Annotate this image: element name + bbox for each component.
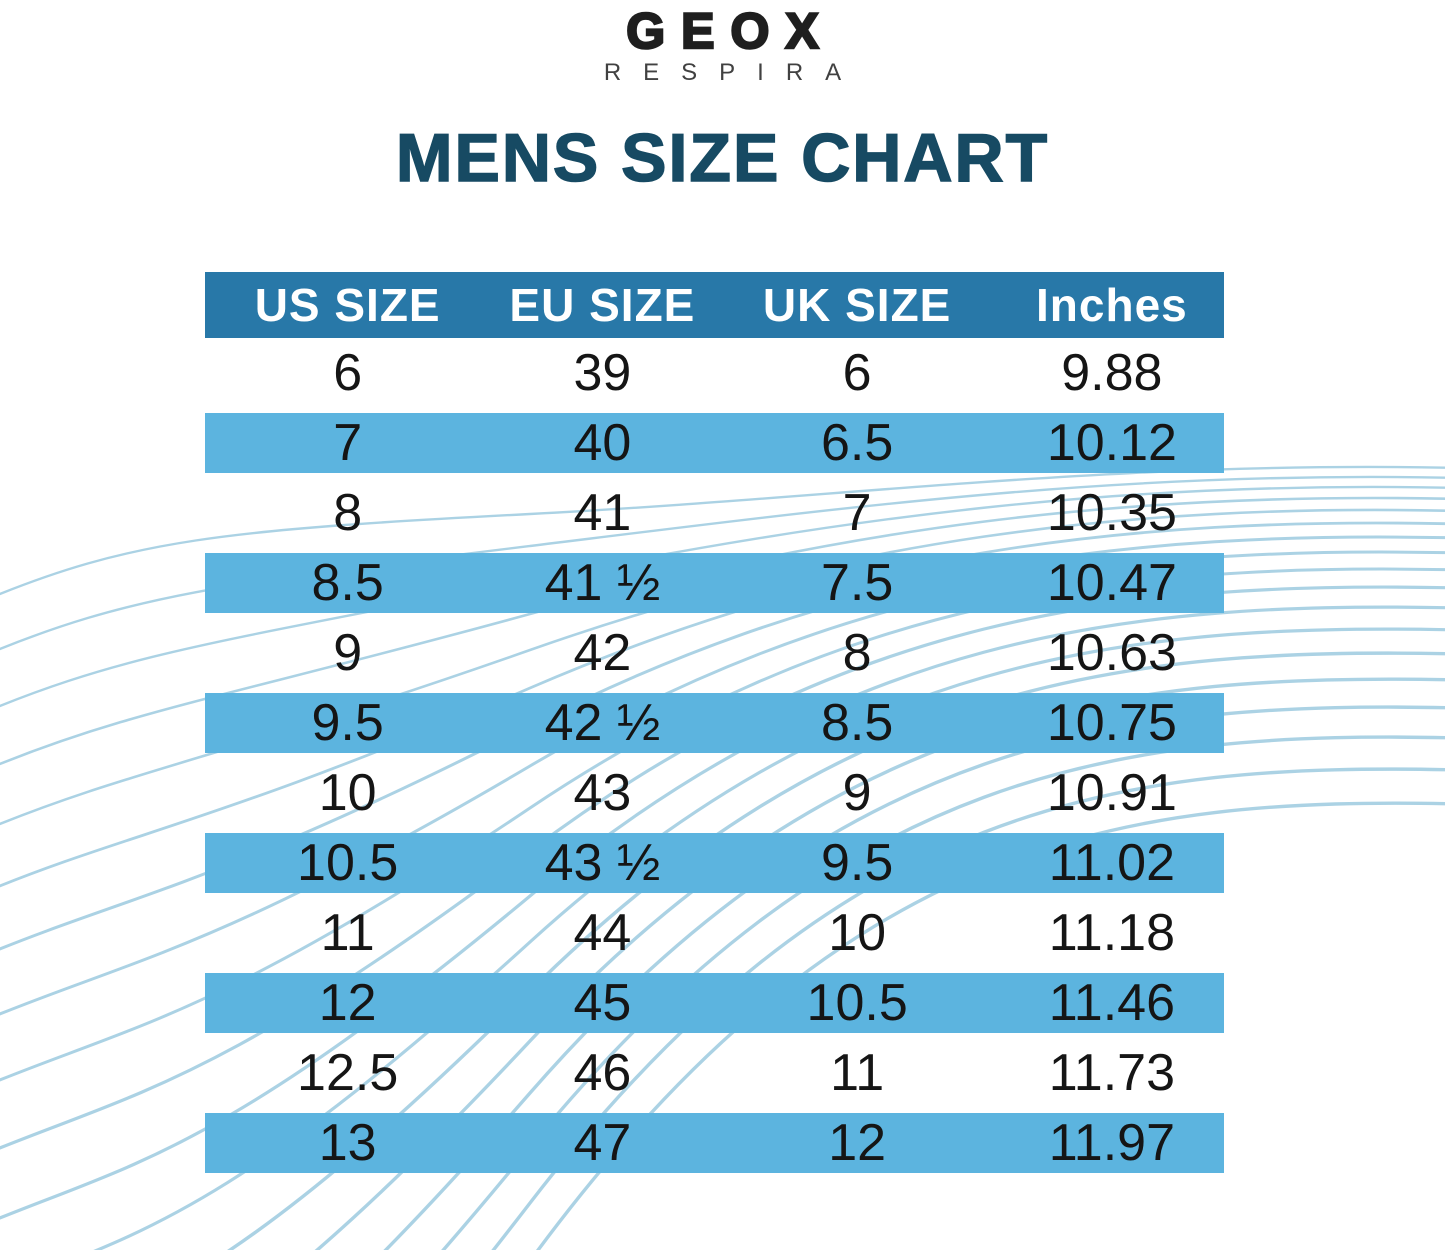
table-cell: 7 — [333, 414, 363, 472]
table-cell: 44 — [573, 904, 632, 962]
table-cell: 6 — [842, 344, 872, 402]
table-cell: 10.75 — [1046, 694, 1177, 752]
table-cell: 10.5 — [806, 974, 908, 1032]
table-cell: 39 — [573, 344, 632, 402]
table-cell: 10.12 — [1046, 414, 1177, 472]
table-cell: 12.5 — [297, 1044, 399, 1102]
table-cell: 41 ½ — [544, 554, 661, 612]
table-cell: 13 — [318, 1114, 377, 1172]
table-cell: 10.63 — [1046, 624, 1177, 682]
table-row: 8.5 41 ½ 7.5 10.47 — [205, 548, 1224, 618]
table-cell: 42 ½ — [544, 694, 661, 752]
table-cell: 11.46 — [1048, 974, 1176, 1032]
table-cell: 7 — [842, 484, 872, 542]
size-table: US SIZE EU SIZE UK SIZE Inches 6 39 6 9.88 7… — [205, 272, 1224, 1178]
table-cell: 11.73 — [1048, 1044, 1176, 1102]
column-header-us-size: US SIZE — [254, 279, 441, 331]
brand-tagline: RESPIRA — [603, 59, 864, 86]
table-row: 10.5 43 ½ 9.5 11.02 — [205, 828, 1224, 898]
table-cell: 9.5 — [311, 694, 384, 752]
table-cell: 10.47 — [1046, 554, 1177, 612]
table-row: 12 45 10.5 11.46 — [205, 968, 1224, 1038]
table-row: 10 43 9 10.91 — [205, 758, 1224, 828]
table-cell: 9.5 — [820, 834, 894, 892]
table-cell: 43 — [573, 764, 632, 822]
table-row: 6 39 6 9.88 — [205, 338, 1224, 408]
table-row: 12.5 46 11 11.73 — [205, 1038, 1224, 1108]
column-header-uk-size: UK SIZE — [762, 279, 952, 331]
table-cell: 12 — [828, 1114, 887, 1172]
table-row: 9.5 42 ½ 8.5 10.75 — [205, 688, 1224, 758]
table-row: 11 44 10 11.18 — [205, 898, 1224, 968]
table-cell: 8.5 — [311, 554, 384, 612]
table-cell: 8.5 — [820, 694, 894, 752]
table-cell: 11.02 — [1048, 834, 1176, 892]
page-title: MENS SIZE CHART — [395, 119, 1050, 197]
table-cell: 11 — [320, 904, 375, 962]
table-cell: 11.97 — [1048, 1114, 1176, 1172]
table-cell: 40 — [573, 414, 632, 472]
table-cell: 10 — [828, 904, 887, 962]
table-cell: 41 — [573, 484, 632, 542]
table-row: 9 42 8 10.63 — [205, 618, 1224, 688]
table-cell: 12 — [318, 974, 377, 1032]
table-cell: 6.5 — [820, 414, 894, 472]
table-cell: 42 — [573, 624, 632, 682]
table-cell: 10.91 — [1046, 764, 1177, 822]
table-row: 7 40 6.5 10.12 — [205, 408, 1224, 478]
table-row: 13 47 12 11.97 — [205, 1108, 1224, 1178]
table-cell: 43 ½ — [544, 834, 661, 892]
table-row: 8 41 7 10.35 — [205, 478, 1224, 548]
size-table-rows: 6 39 6 9.88 7 40 6.5 10.12 8 41 7 10.35 8.5 41 ½ 7.5 10… — [205, 338, 1224, 1178]
table-cell: 47 — [573, 1114, 632, 1172]
table-cell: 9.88 — [1061, 344, 1163, 402]
column-header-inches: Inches — [1036, 279, 1188, 331]
table-cell: 10.5 — [297, 834, 399, 892]
table-cell: 8 — [842, 624, 872, 682]
table-cell: 9 — [333, 624, 363, 682]
table-cell: 46 — [573, 1044, 632, 1102]
table-cell: 8 — [333, 484, 363, 542]
column-header-eu-size: EU SIZE — [509, 279, 696, 331]
table-cell: 11 — [830, 1044, 885, 1102]
table-cell: 10 — [318, 764, 377, 822]
table-cell: 10.35 — [1046, 484, 1177, 542]
table-cell: 9 — [842, 764, 872, 822]
table-cell: 7.5 — [820, 554, 894, 612]
table-header-row: US SIZE EU SIZE UK SIZE Inches — [205, 272, 1224, 338]
table-cell: 6 — [333, 344, 363, 402]
brand-name: GEOX — [625, 3, 835, 59]
table-cell: 45 — [573, 974, 632, 1032]
brand-logo: GEOX RESPIRA — [0, 3, 1445, 86]
table-cell: 11.18 — [1048, 904, 1176, 962]
